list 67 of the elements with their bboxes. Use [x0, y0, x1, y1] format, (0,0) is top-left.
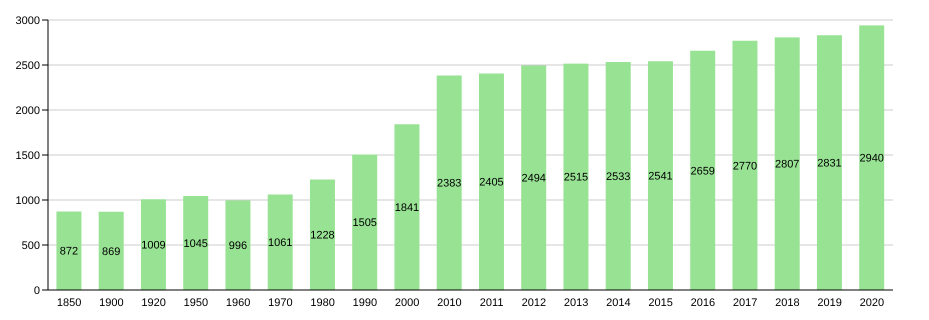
bar	[394, 124, 420, 290]
bar	[732, 40, 758, 290]
bar	[563, 64, 588, 290]
x-tick-label: 2016	[690, 296, 716, 309]
bar	[606, 62, 631, 290]
data-label: 872	[60, 246, 78, 258]
bar	[648, 61, 673, 290]
data-label: 1228	[310, 230, 335, 242]
y-tick-label: 0	[34, 284, 40, 297]
x-tick-label: 2020	[860, 296, 884, 309]
y-tick-label: 2000	[16, 104, 40, 117]
bar	[816, 35, 842, 290]
data-label: 2659	[690, 165, 715, 178]
x-tick-label: 1960	[226, 296, 250, 309]
bar	[310, 179, 335, 290]
x-tick-label: 2015	[648, 296, 673, 309]
bar	[56, 212, 82, 290]
data-label: 1505	[352, 217, 377, 230]
bar	[98, 212, 124, 290]
data-label: 2541	[648, 170, 673, 183]
x-tick-label: 2000	[394, 296, 420, 309]
x-tick-label: 2012	[522, 296, 546, 309]
data-label: 2405	[479, 176, 504, 189]
data-label: 2494	[521, 172, 546, 185]
y-tick-label: 2500	[16, 60, 40, 72]
x-tick-label: 1990	[352, 296, 378, 309]
x-tick-label: 2013	[564, 296, 588, 309]
y-tick-label: 500	[22, 240, 40, 252]
data-label: 1009	[141, 240, 166, 252]
x-tick-label: 1920	[141, 296, 166, 309]
data-label: 1061	[268, 237, 292, 250]
data-label: 1841	[394, 202, 420, 214]
x-tick-label: 2019	[817, 296, 842, 309]
bar	[225, 200, 250, 290]
bar	[521, 66, 546, 290]
y-tick-label: 1500	[16, 150, 40, 162]
data-label: 2533	[606, 170, 630, 183]
data-label: 2770	[732, 160, 758, 172]
data-label: 2807	[774, 158, 800, 171]
x-tick-label: 1970	[268, 296, 293, 309]
x-tick-label: 2014	[606, 296, 631, 309]
x-tick-label: 1850	[56, 296, 82, 309]
bar	[774, 37, 800, 290]
data-label: 869	[102, 246, 120, 258]
bar	[478, 74, 504, 290]
x-tick-label: 2010	[437, 296, 462, 309]
bar	[436, 76, 462, 290]
data-label: 2383	[436, 178, 462, 190]
x-tick-label: 1900	[99, 296, 124, 309]
x-tick-label: 1950	[184, 296, 208, 309]
data-label: 1045	[183, 238, 208, 250]
data-label: 2940	[859, 152, 884, 165]
bar	[268, 194, 293, 290]
x-tick-label: 2017	[732, 296, 758, 309]
data-label: 996	[228, 240, 248, 252]
y-tick-label: 1000	[16, 194, 40, 207]
bar	[140, 199, 166, 290]
x-tick-label: 1980	[310, 296, 335, 309]
y-tick-label: 3000	[16, 14, 40, 27]
x-tick-label: 2018	[775, 296, 800, 309]
bar	[690, 50, 716, 290]
bar	[183, 196, 208, 290]
bar	[859, 25, 884, 290]
data-label: 2831	[817, 158, 842, 170]
data-label: 2515	[564, 172, 588, 184]
x-tick-label: 2011	[480, 296, 504, 309]
bar	[352, 154, 378, 290]
